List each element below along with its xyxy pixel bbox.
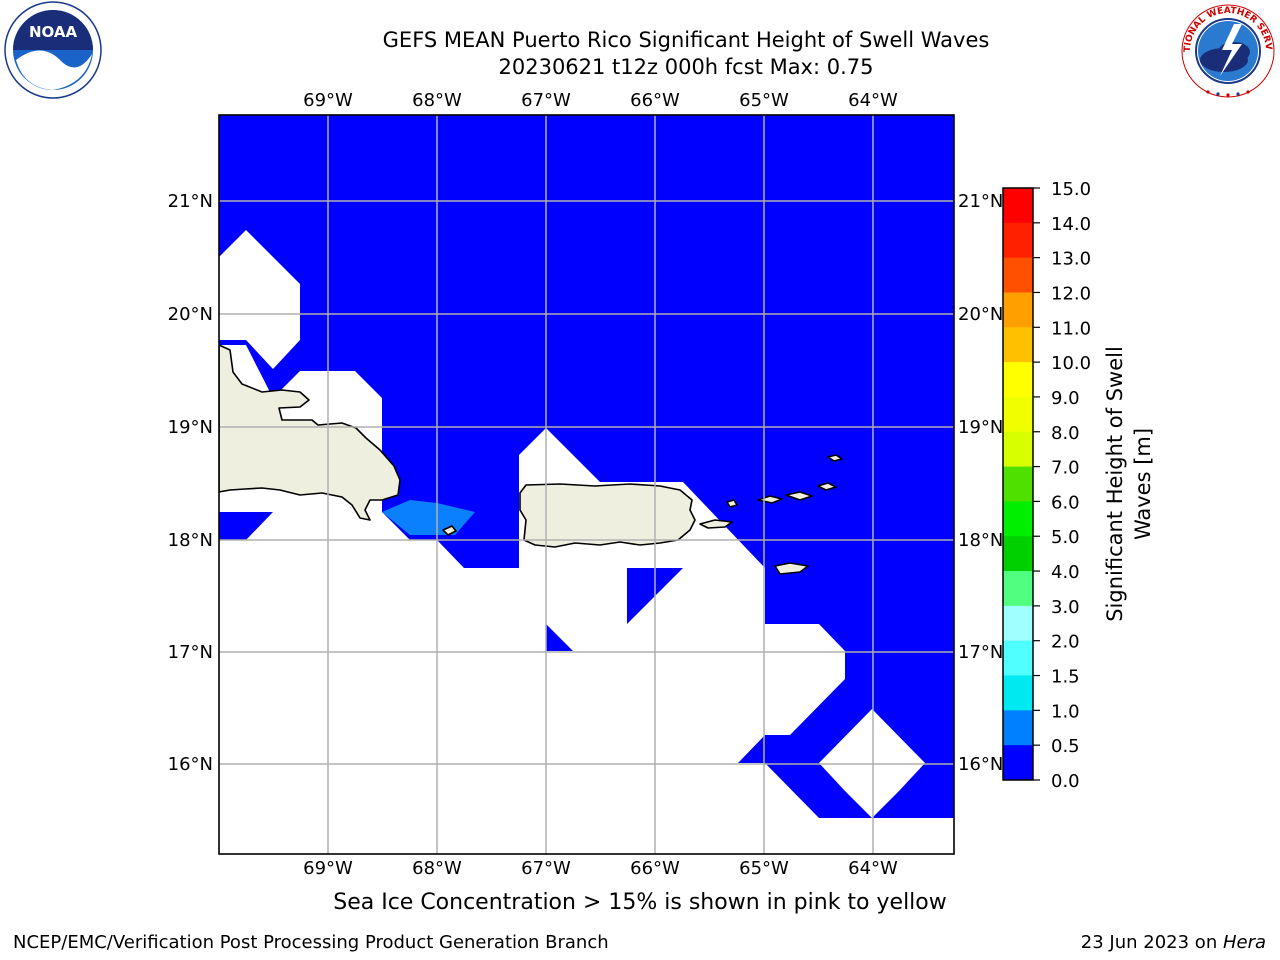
- colorbar-segment: [1003, 675, 1033, 711]
- colorbar-tick-label: 13.0: [1051, 249, 1091, 270]
- colorbar-tick-label: 0.5: [1051, 736, 1080, 757]
- lon-label: 65°W: [739, 90, 789, 111]
- colorbar-segment: [1003, 362, 1033, 398]
- lon-label: 65°W: [739, 858, 789, 879]
- svg-text:Significant Height of Swell: Significant Height of Swell: [1103, 346, 1127, 622]
- colorbar-tick-label: 1.0: [1051, 701, 1080, 722]
- vieques: [699, 519, 733, 529]
- lon-label: 69°W: [303, 90, 353, 111]
- colorbar-tick-label: 7.0: [1051, 458, 1080, 479]
- nws-logo: NATIONAL WEATHER SERVICE: [1178, 2, 1275, 98]
- lat-label: 21°N: [958, 191, 1003, 212]
- lat-label: 18°N: [958, 530, 1003, 551]
- colorbar-segment: [1003, 710, 1033, 746]
- map-frame: [218, 114, 955, 855]
- colorbar-segment: [1003, 327, 1033, 363]
- lat-label: 16°N: [168, 754, 213, 775]
- colorbar-tick-label: 12.0: [1051, 283, 1091, 304]
- map-plot-area: [219, 115, 954, 854]
- colorbar-ticks: 15.0 14.0 13.0 12.0 11.0 10.0 9.0 8.0 7.0 6.0 5.0 4…: [1033, 179, 1091, 792]
- colorbar-tick-label: 6.0: [1051, 492, 1080, 513]
- lon-label: 68°W: [412, 858, 462, 879]
- lat-label: 16°N: [958, 754, 1003, 775]
- swell-patch-mona: [546, 624, 573, 651]
- colorbar-tick-label: 4.0: [1051, 562, 1080, 583]
- svg-text:Waves [m]: Waves [m]: [1131, 428, 1155, 540]
- saona: [442, 525, 457, 536]
- st-croix: [774, 562, 809, 575]
- lat-label: 17°N: [168, 642, 213, 663]
- swell-patch-west: [219, 512, 273, 540]
- colorbar-tick-label: 0.0: [1051, 771, 1080, 792]
- colorbar-tick-label: 3.0: [1051, 597, 1080, 618]
- st-john-tortola: [785, 491, 813, 501]
- colorbar-segment: [1003, 257, 1033, 293]
- colorbar-segment: [1003, 188, 1033, 224]
- colorbar-segment: [1003, 466, 1033, 502]
- land-masses: [219, 344, 843, 575]
- footer-host: Hera: [1222, 932, 1266, 953]
- colorbar-segment: [1003, 745, 1033, 781]
- colorbar-segment: [1003, 501, 1033, 537]
- map-subtitle: 20230621 t12z 000h fcst Max: 0.75: [498, 55, 874, 79]
- lat-label: 18°N: [168, 530, 213, 551]
- no-data-southeast: [819, 709, 925, 791]
- lat-label: 21°N: [168, 191, 213, 212]
- colorbar-tick-label: 8.0: [1051, 423, 1080, 444]
- lat-label: 19°N: [958, 417, 1003, 438]
- lon-label: 64°W: [848, 858, 898, 879]
- colorbar-tick-label: 1.5: [1051, 667, 1080, 688]
- lat-label: 17°N: [958, 642, 1003, 663]
- map-title: GEFS MEAN Puerto Rico Significant Height…: [382, 28, 990, 52]
- colorbar-segment: [1003, 431, 1033, 468]
- colorbar: [1003, 188, 1033, 781]
- culebra: [726, 499, 738, 508]
- lon-label: 64°W: [848, 90, 898, 111]
- colorbar-tick-label: 15.0: [1051, 179, 1091, 200]
- svg-text:NOAA: NOAA: [29, 23, 78, 41]
- colorbar-tick-label: 11.0: [1051, 318, 1091, 339]
- colorbar-label: Significant Height of Swell Waves [m]: [1103, 346, 1155, 622]
- colorbar-frame: [1002, 187, 1034, 781]
- lon-labels-bottom: 69°W 68°W 67°W 66°W 65°W 64°W: [303, 858, 898, 879]
- colorbar-segment: [1003, 571, 1033, 607]
- footer-branch: NCEP/EMC/Verification Post Processing Pr…: [13, 932, 609, 953]
- virgin-gorda: [817, 482, 837, 491]
- lat-label: 20°N: [168, 304, 213, 325]
- no-data-south: [219, 763, 954, 854]
- colorbar-segment: [1003, 292, 1033, 328]
- colorbar-tick-label: 9.0: [1051, 388, 1080, 409]
- colorbar-tick-label: 14.0: [1051, 214, 1091, 235]
- lon-label: 67°W: [521, 858, 571, 879]
- graticule: [219, 115, 954, 854]
- colorbar-tick-label: 5.0: [1051, 527, 1080, 548]
- colorbar-tick-label: 10.0: [1051, 353, 1091, 374]
- lon-label: 67°W: [521, 90, 571, 111]
- colorbar-segment: [1003, 396, 1033, 433]
- sea-ice-caption: Sea Ice Concentration > 15% is shown in …: [333, 890, 947, 915]
- lon-label: 68°W: [412, 90, 462, 111]
- lat-label: 19°N: [168, 417, 213, 438]
- lon-labels-top: 69°W 68°W 67°W 66°W 65°W 64°W: [303, 90, 898, 111]
- colorbar-segment: [1003, 222, 1033, 259]
- colorbar-tick-label: 2.0: [1051, 632, 1080, 653]
- lon-label: 69°W: [303, 858, 353, 879]
- lon-label: 66°W: [630, 858, 680, 879]
- colorbar-segment: [1003, 536, 1033, 572]
- anegada: [827, 454, 843, 462]
- lon-label: 66°W: [630, 90, 680, 111]
- lat-labels-right: 21°N 20°N 19°N 18°N 17°N 16°N: [958, 191, 1003, 775]
- hispaniola: [219, 344, 401, 521]
- no-data-north-hispaniola: [219, 230, 300, 369]
- lat-labels-left: 21°N 20°N 19°N 18°N 17°N 16°N: [168, 191, 213, 775]
- lat-label: 20°N: [958, 304, 1003, 325]
- colorbar-segment: [1003, 605, 1033, 642]
- footer-date: 23 Jun 2023 on Hera: [1080, 932, 1266, 953]
- noaa-logo: NOAA: [4, 1, 102, 99]
- colorbar-segment: [1003, 640, 1033, 677]
